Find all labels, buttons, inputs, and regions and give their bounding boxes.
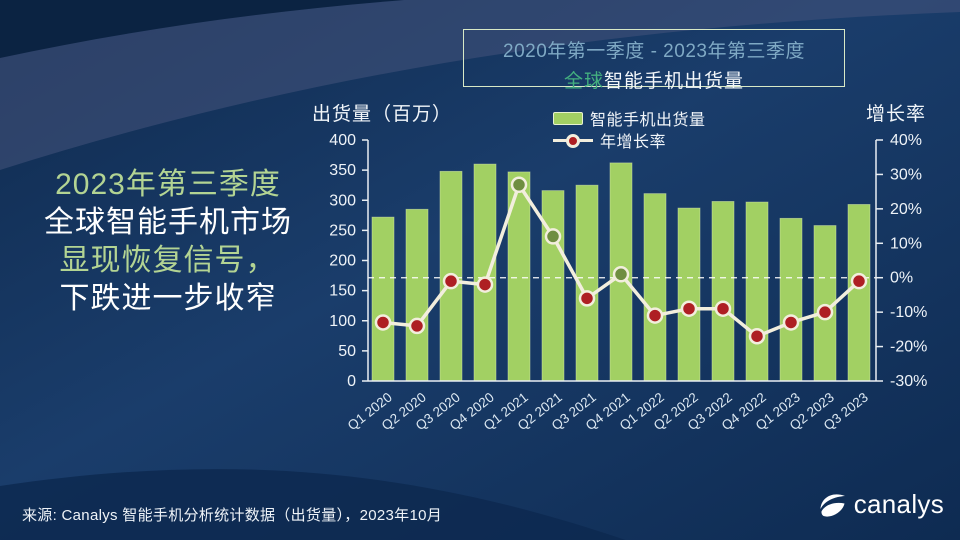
growth-point-Q2 2021 [544, 228, 562, 245]
canalys-logo-icon [820, 493, 845, 517]
growth-point-Q3 2022 [714, 300, 732, 317]
combo-chart: 0 50 100 150 200 250 300 350 400 40% 30% 20% 10% 0% -1… [329, 132, 927, 433]
growth-point-Q4 2020 [476, 276, 494, 293]
bar-Q1 2020 [371, 216, 395, 382]
legend-label-growth: 年增长率 [600, 134, 667, 151]
growth-point-Q2 2023 [816, 303, 834, 321]
bar-Q3 2022 [711, 201, 735, 382]
right-axis-title: 增长率 [866, 104, 927, 125]
left-tick-label: 150 [329, 283, 356, 300]
growth-point-Q2 2020 [408, 317, 426, 335]
growth-point-Q1 2021 [510, 176, 528, 194]
right-tick-label: -30% [890, 373, 927, 390]
headline-line-2: 全球智能手机市场 [44, 206, 292, 239]
left-tick-label: 200 [329, 253, 356, 270]
growth-point-Q4 2022 [748, 327, 766, 345]
bar-Q1 2022 [643, 193, 667, 382]
source-note: 来源: Canalys 智能手机分析统计数据（出货量），2023年10月 [22, 507, 443, 524]
headline-line-3: 显现恢复信号， [59, 244, 277, 277]
left-tick-label: 250 [329, 222, 356, 239]
canalys-logo-text: canalys [853, 489, 944, 519]
bar-Q2 2022 [677, 207, 701, 382]
right-tick-label: -20% [890, 339, 927, 356]
right-tick-label: 20% [890, 201, 922, 218]
bar-Q2 2020 [405, 208, 429, 382]
growth-point-Q1 2020 [374, 314, 392, 331]
left-tick-label: 350 [329, 162, 356, 179]
left-tick-label: 400 [329, 132, 356, 149]
headline-line-1: 2023年第三季度 [55, 168, 281, 201]
right-tick-label: 0% [890, 270, 913, 287]
left-tick-label: 300 [329, 192, 356, 209]
bar-Q3 2023 [847, 204, 871, 382]
bar-Q2 2021 [541, 190, 565, 382]
growth-point-Q3 2023 [850, 272, 868, 290]
growth-point-Q2 2022 [680, 300, 698, 317]
legend-item-shipments: 智能手机出货量 [553, 107, 706, 129]
growth-point-Q1 2023 [782, 314, 800, 331]
title-date-range: 2020年第一季度 - 2023年第三季度 [503, 41, 805, 62]
growth-dot-icon [566, 133, 580, 148]
chart-title-box: 2020年第一季度 - 2023年第三季度 全球智能手机出货量 [463, 29, 845, 92]
legend: 智能手机出货量 年增长率 [553, 107, 706, 151]
growth-point-Q3 2020 [442, 272, 460, 290]
growth-point-Q1 2022 [646, 307, 664, 324]
growth-line-icon [553, 133, 593, 148]
growth-point-Q3 2021 [578, 290, 596, 307]
bar-Q4 2022 [745, 201, 769, 382]
left-axis-title: 出货量（百万） [312, 104, 453, 125]
right-tick-label: 40% [890, 132, 922, 149]
title-highlight: 全球 [563, 71, 604, 92]
headline-line-4: 下跌进一步收窄 [59, 282, 277, 315]
headline: 2023年第三季度 全球智能手机市场 显现恢复信号， 下跌进一步收窄 [14, 166, 322, 318]
right-tick-label: 30% [890, 166, 922, 183]
bar-Q1 2023 [779, 217, 803, 382]
growth-point-Q4 2021 [612, 266, 630, 283]
title-rest: 智能手机出货量 [604, 71, 745, 92]
canalys-logo: canalys [818, 489, 944, 520]
legend-label-shipments: 智能手机出货量 [590, 112, 706, 129]
left-tick-label: 100 [329, 313, 356, 330]
right-tick-label: -10% [890, 304, 927, 321]
left-tick-label: 50 [338, 343, 356, 360]
legend-item-growth: 年增长率 [553, 129, 706, 151]
bar-swatch-icon [553, 111, 583, 125]
bar-Q4 2020 [473, 163, 497, 382]
title-subject: 全球智能手机出货量 [464, 66, 844, 93]
left-tick-label: 0 [347, 373, 356, 390]
right-tick-label: 10% [890, 235, 922, 252]
